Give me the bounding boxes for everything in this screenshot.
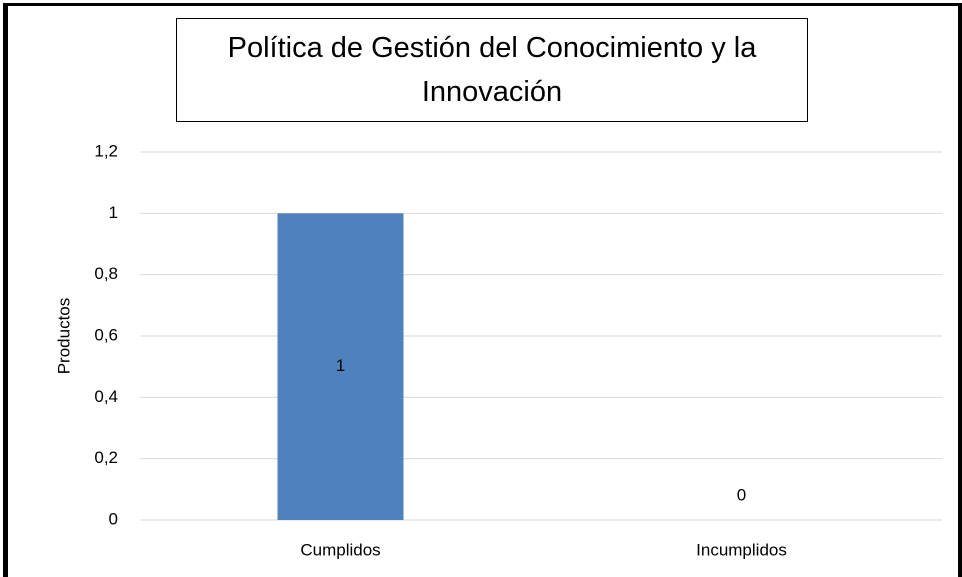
x-tick-label: Cumplidos — [300, 540, 380, 559]
y-tick-label: 0,4 — [94, 387, 118, 406]
chart-frame — [3, 3, 962, 577]
data-label: 0 — [737, 485, 746, 504]
y-tick-label: 1,2 — [94, 141, 118, 160]
y-axis-label: Productos — [54, 298, 73, 375]
y-tick-label: 1 — [109, 203, 118, 222]
y-tick-label: 0,8 — [94, 264, 118, 283]
data-label: 1 — [336, 356, 345, 375]
x-tick-label: Incumplidos — [696, 540, 787, 559]
y-tick-label: 0 — [109, 509, 118, 528]
chart-title: Política de Gestión del Conocimiento y l… — [176, 18, 808, 122]
y-tick-label: 0,6 — [94, 325, 118, 344]
y-tick-label: 0,2 — [94, 448, 118, 467]
bar — [277, 213, 404, 521]
